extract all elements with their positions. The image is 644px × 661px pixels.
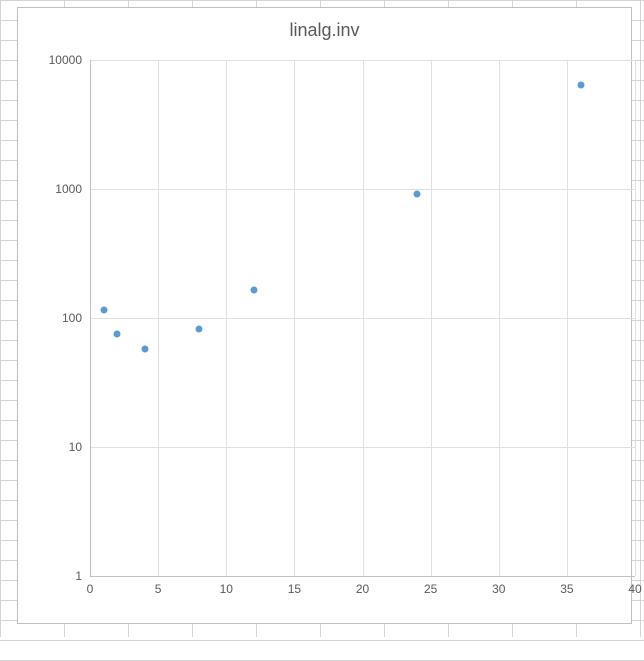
y-tick-label: 1 xyxy=(75,569,82,583)
x-tick-label: 0 xyxy=(87,582,94,596)
x-tick-label: 10 xyxy=(220,582,233,596)
y-tick-label: 10000 xyxy=(49,53,82,67)
x-axis-line xyxy=(90,576,635,577)
chart-title: linalg.inv xyxy=(18,20,631,41)
y-tick-label: 10 xyxy=(69,440,82,454)
grid-line-horizontal xyxy=(90,60,635,61)
x-tick-label: 40 xyxy=(628,582,641,596)
x-tick-label: 35 xyxy=(560,582,573,596)
grid-line-vertical xyxy=(635,60,636,576)
data-point xyxy=(100,307,107,314)
x-tick-label: 15 xyxy=(288,582,301,596)
data-point xyxy=(250,286,257,293)
grid-line-horizontal xyxy=(90,318,635,319)
y-tick-label: 100 xyxy=(62,311,82,325)
plot-area: 0510152025303540110100100010000 xyxy=(90,60,635,576)
chart-container: linalg.inv 05101520253035401101001000100… xyxy=(17,7,632,624)
x-tick-label: 30 xyxy=(492,582,505,596)
y-axis-line xyxy=(90,60,91,576)
grid-line-horizontal xyxy=(90,447,635,448)
x-tick-label: 5 xyxy=(155,582,162,596)
data-point xyxy=(577,82,584,89)
x-tick-label: 20 xyxy=(356,582,369,596)
data-point xyxy=(141,345,148,352)
data-point xyxy=(414,190,421,197)
data-point xyxy=(196,326,203,333)
y-tick-label: 1000 xyxy=(55,182,82,196)
grid-line-horizontal xyxy=(90,189,635,190)
data-point xyxy=(114,331,121,338)
x-tick-label: 25 xyxy=(424,582,437,596)
